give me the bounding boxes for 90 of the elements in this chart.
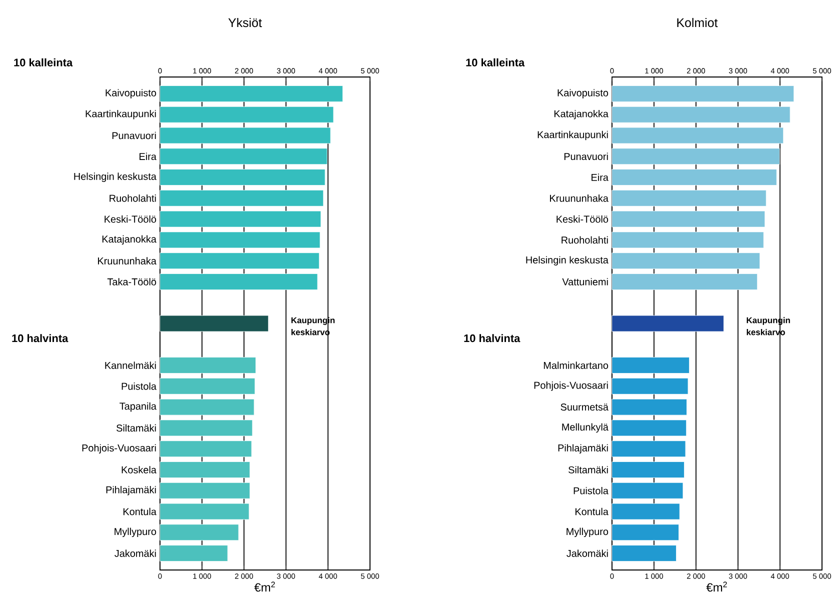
y-tick-label: Suurmetsä — [560, 404, 608, 411]
bar — [612, 378, 688, 394]
y-tick-label: Myllypuro — [114, 528, 156, 538]
y-tick-label: Koskela — [122, 466, 156, 474]
y-tick-label: Kaivopuisto — [558, 89, 608, 98]
text: 10 halvinta — [464, 334, 520, 342]
bar — [160, 545, 228, 562]
bar — [160, 232, 320, 248]
y-tick-label: Punavuori — [112, 132, 156, 140]
y-tick-label: Pihlajamäki — [106, 486, 156, 496]
y-tick-label: Katajanokka — [554, 110, 608, 120]
bar — [612, 106, 790, 123]
y-tick-label: Kontula — [124, 508, 156, 516]
y-tick-label: Kruununhaka — [550, 194, 608, 202]
bar — [160, 482, 250, 499]
bar — [612, 462, 684, 478]
bar — [160, 252, 320, 270]
y-tick-label: Kontula — [576, 508, 608, 516]
bar — [160, 503, 250, 520]
bar — [612, 398, 687, 416]
chart-title: Yksiöt — [228, 18, 262, 28]
x-axis-title: €m$^{2}$ — [706, 582, 727, 592]
bar — [160, 398, 254, 416]
y-tick-label: Vattuniemi — [562, 278, 608, 286]
y-tick-label: Pohjois-Vuosaari — [82, 444, 156, 454]
text: 10 kalleinta — [14, 58, 73, 66]
y-tick-label: Ruoholahti — [562, 236, 608, 244]
y-tick-label: Taka-Töölö — [107, 278, 156, 286]
bar — [160, 357, 256, 374]
y-tick-label: Kaivopuisto — [106, 89, 156, 98]
y-tick-label: Pohjois-Vuosaari — [534, 382, 608, 391]
bar — [612, 274, 758, 290]
bar — [612, 86, 794, 102]
y-tick-label: Katajanokka — [102, 235, 156, 245]
y-tick-label: Kannelmäki — [105, 362, 156, 369]
bar — [160, 440, 252, 458]
x-axis-title: €m$^{2}$ — [254, 582, 275, 592]
y-tick-label: Eira — [140, 152, 156, 160]
bar — [612, 482, 684, 499]
bar — [612, 357, 690, 374]
bar — [160, 148, 328, 165]
bar — [160, 315, 269, 332]
bar — [612, 232, 764, 248]
y-tick-label: Puistola — [574, 486, 608, 494]
bar — [612, 420, 687, 436]
y-tick-label: Malminkartano — [544, 362, 608, 369]
bar — [612, 127, 784, 144]
bar — [160, 169, 326, 186]
y-tick-label: Kaartinkaupunki — [538, 130, 608, 140]
bar — [160, 524, 239, 541]
y-tick-label: Puistola — [122, 382, 156, 390]
y-tick-label: Mellunkylä — [562, 423, 608, 433]
y-tick-label: Kaartinkaupunki — [86, 110, 156, 120]
bar — [160, 127, 331, 144]
y-tick-label: Siltamäki — [568, 466, 608, 474]
y-tick-label: Myllypuro — [566, 528, 608, 538]
text: 10 halvinta — [12, 334, 68, 342]
y-tick-label: Eira — [592, 174, 608, 181]
y-tick-label: Kruununhaka — [98, 257, 156, 264]
y-tick-label: Helsingin keskusta — [526, 256, 608, 266]
text: 10 kalleinta — [466, 58, 525, 66]
bar — [612, 210, 766, 228]
bar — [612, 252, 760, 270]
bar — [612, 169, 777, 186]
y-tick-label: Jakomäki — [114, 550, 156, 557]
bar — [160, 86, 343, 102]
bar — [612, 503, 680, 520]
bar — [160, 420, 253, 436]
y-tick-label: Tapanila — [120, 402, 156, 412]
y-tick-label: Keski-Töölö — [556, 215, 608, 223]
bar — [160, 106, 334, 123]
y-tick-label: Helsingin keskusta — [74, 172, 156, 182]
bar — [160, 274, 318, 290]
bar — [612, 190, 766, 206]
bar — [160, 210, 322, 228]
y-tick-label: Siltamäki — [116, 424, 156, 432]
bar — [160, 462, 250, 478]
y-tick-label: Pihlajamäki — [558, 444, 608, 454]
bar — [612, 315, 724, 332]
bar — [612, 148, 780, 165]
bar — [612, 524, 679, 541]
chart-title: Kolmiot — [677, 18, 718, 28]
y-tick-label: Punavuori — [564, 152, 608, 160]
y-tick-label: Ruoholahti — [110, 194, 156, 202]
bar — [160, 190, 324, 206]
bar — [612, 440, 686, 458]
bar — [612, 545, 676, 562]
y-tick-label: Jakomäki — [566, 550, 608, 557]
y-tick-label: Keski-Töölö — [104, 215, 156, 223]
bar — [160, 378, 256, 394]
